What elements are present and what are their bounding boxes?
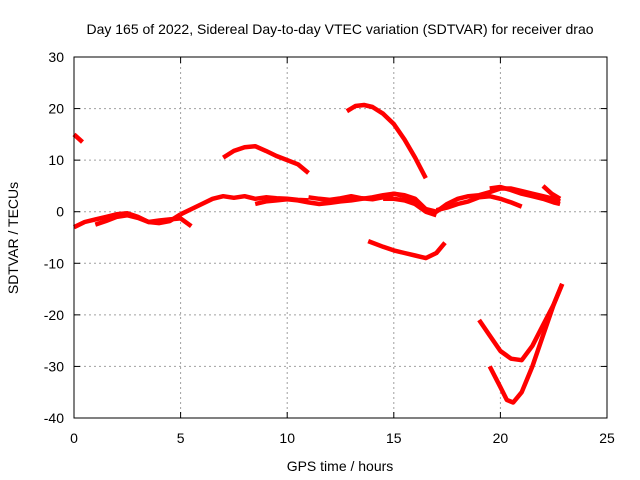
series-seg-m: [345, 102, 428, 180]
axis-ticks: 0 5 10 15 20 25 -40 -30 -20 -10 0 10 20 30: [44, 49, 615, 446]
y-tick-label: -20: [44, 307, 64, 323]
series-seg-f: [308, 191, 428, 211]
series-seg-a: [72, 132, 85, 144]
y-tick-label: -10: [44, 255, 64, 271]
series-seg-g: [383, 196, 438, 218]
series-seg-k: [541, 184, 562, 201]
y-tick-label: 20: [48, 101, 64, 117]
y-tick-label: -40: [44, 410, 64, 426]
x-tick-label: 20: [493, 430, 509, 446]
x-tick-label: 5: [177, 430, 185, 446]
x-tick-label: 0: [70, 430, 78, 446]
series-group: [72, 102, 565, 405]
series-seg-j: [489, 184, 561, 207]
x-tick-label: 25: [599, 430, 615, 446]
series-seg-n: [367, 238, 447, 261]
x-tick-label: 10: [279, 430, 295, 446]
series-seg-h: [425, 186, 561, 214]
grid: [74, 57, 607, 418]
y-tick-label: 0: [56, 204, 64, 220]
series-seg-p: [487, 283, 565, 405]
y-tick-label: -30: [44, 358, 64, 374]
chart-title: Day 165 of 2022, Sidereal Day-to-day VTE…: [86, 21, 593, 37]
y-axis-title: SDTVAR / TECUs: [5, 182, 21, 294]
plot-frame: [73, 56, 608, 419]
x-axis-title: GPS time / hours: [287, 458, 394, 474]
series-seg-l: [222, 143, 310, 175]
series-seg-i: [435, 193, 523, 213]
y-tick-label: 10: [48, 152, 64, 168]
x-tick-label: 15: [386, 430, 402, 446]
y-tick-label: 30: [48, 49, 64, 65]
series-seg-c: [94, 212, 182, 227]
